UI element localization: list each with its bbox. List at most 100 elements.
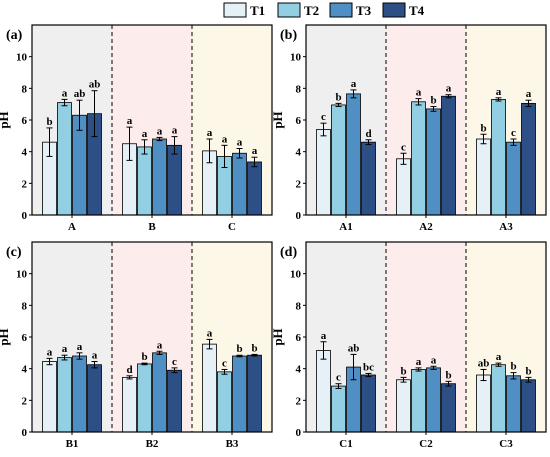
- bar: [506, 375, 521, 433]
- bar: [247, 161, 262, 216]
- bar: [57, 357, 72, 433]
- bar: [217, 371, 232, 433]
- legend-label-t1: T1: [250, 3, 265, 18]
- significance-letter: b: [430, 95, 436, 107]
- y-tick-label: 10: [290, 269, 302, 281]
- significance-letter: a: [142, 128, 148, 140]
- significance-letter: a: [446, 83, 452, 95]
- bar: [316, 350, 331, 433]
- x-tick-label: A: [68, 221, 76, 233]
- significance-letter: a: [172, 125, 178, 137]
- significance-letter: b: [251, 342, 257, 354]
- y-tick-label: 4: [296, 147, 302, 159]
- y-tick-label: 0: [22, 427, 28, 439]
- significance-letter: a: [77, 341, 83, 353]
- bar: [346, 93, 361, 216]
- plot-frame: [305, 24, 547, 216]
- y-axis-label: pH: [270, 328, 285, 345]
- y-tick-label: 10: [16, 269, 28, 281]
- significance-letter: a: [157, 339, 163, 351]
- significance-letter: b: [445, 369, 451, 381]
- bar: [137, 363, 152, 433]
- x-tick-label: C2: [419, 438, 433, 450]
- x-tick-label: C1: [339, 438, 352, 450]
- legend-swatch-t2: [277, 2, 301, 18]
- bar: [232, 355, 247, 433]
- bar: [247, 354, 262, 433]
- y-tick-label: 8: [22, 83, 28, 95]
- y-tick-label: 4: [296, 364, 302, 376]
- significance-letter: a: [321, 330, 327, 342]
- significance-letter: a: [416, 356, 422, 368]
- bar: [361, 374, 376, 433]
- plot-frame: [31, 24, 273, 216]
- bar: [232, 152, 247, 216]
- significance-letter: b: [400, 365, 406, 377]
- significance-letter: ab: [89, 79, 101, 91]
- significance-letter: a: [157, 125, 163, 137]
- bar: [122, 376, 137, 433]
- x-tick-label: A3: [499, 221, 513, 233]
- significance-letter: c: [321, 111, 326, 123]
- significance-letter: d: [365, 128, 371, 140]
- significance-letter: a: [207, 327, 213, 339]
- significance-letter: c: [336, 372, 341, 384]
- y-tick-label: 6: [22, 332, 28, 344]
- panel-label: (c): [6, 245, 22, 260]
- bar: [476, 138, 491, 216]
- y-tick-label: 0: [296, 427, 302, 439]
- bar: [491, 99, 506, 216]
- legend-label-t4: T4: [409, 3, 425, 18]
- plot-frame: [31, 241, 273, 433]
- y-axis-label: pH: [0, 328, 11, 345]
- legend-swatch-t1: [223, 2, 247, 18]
- significance-letter: a: [92, 350, 98, 362]
- significance-letter: a: [127, 115, 133, 127]
- y-tick-label: 8: [296, 83, 302, 95]
- bar: [202, 343, 217, 433]
- significance-letter: a: [252, 145, 258, 157]
- bar: [521, 102, 536, 216]
- significance-letter: b: [46, 116, 52, 128]
- significance-letter: c: [511, 127, 516, 139]
- bar: [476, 374, 491, 433]
- significance-letter: a: [237, 137, 243, 149]
- x-tick-label: C: [228, 221, 236, 233]
- bar: [137, 146, 152, 216]
- bar: [506, 141, 521, 216]
- y-tick-label: 6: [22, 115, 28, 127]
- bar: [521, 379, 536, 433]
- bar: [396, 158, 411, 216]
- bar: [441, 95, 456, 216]
- y-tick-label: 10: [290, 52, 302, 64]
- panel-label: (a): [6, 28, 23, 43]
- bar: [441, 383, 456, 433]
- bar: [167, 144, 182, 216]
- bar: [361, 141, 376, 216]
- significance-letter: a: [416, 87, 422, 99]
- plot-frame: [305, 241, 547, 433]
- bar: [331, 104, 346, 216]
- x-tick-label: C3: [499, 438, 513, 450]
- x-tick-label: A1: [339, 221, 352, 233]
- significance-letter: d: [126, 364, 132, 376]
- significance-letter: a: [207, 127, 213, 139]
- legend-label-t3: T3: [356, 3, 372, 18]
- bar: [152, 138, 167, 216]
- bar: [57, 102, 72, 216]
- y-tick-label: 0: [296, 210, 302, 222]
- y-tick-label: 0: [22, 210, 28, 222]
- significance-letter: b: [480, 122, 486, 134]
- bar: [72, 355, 87, 433]
- significance-letter: a: [222, 133, 228, 145]
- bar: [426, 108, 441, 216]
- y-axis-label: pH: [0, 111, 11, 128]
- significance-letter: c: [172, 356, 177, 368]
- bar: [87, 364, 102, 433]
- significance-letter: c: [222, 357, 227, 369]
- y-tick-label: 8: [22, 300, 28, 312]
- x-tick-label: B1: [66, 438, 79, 450]
